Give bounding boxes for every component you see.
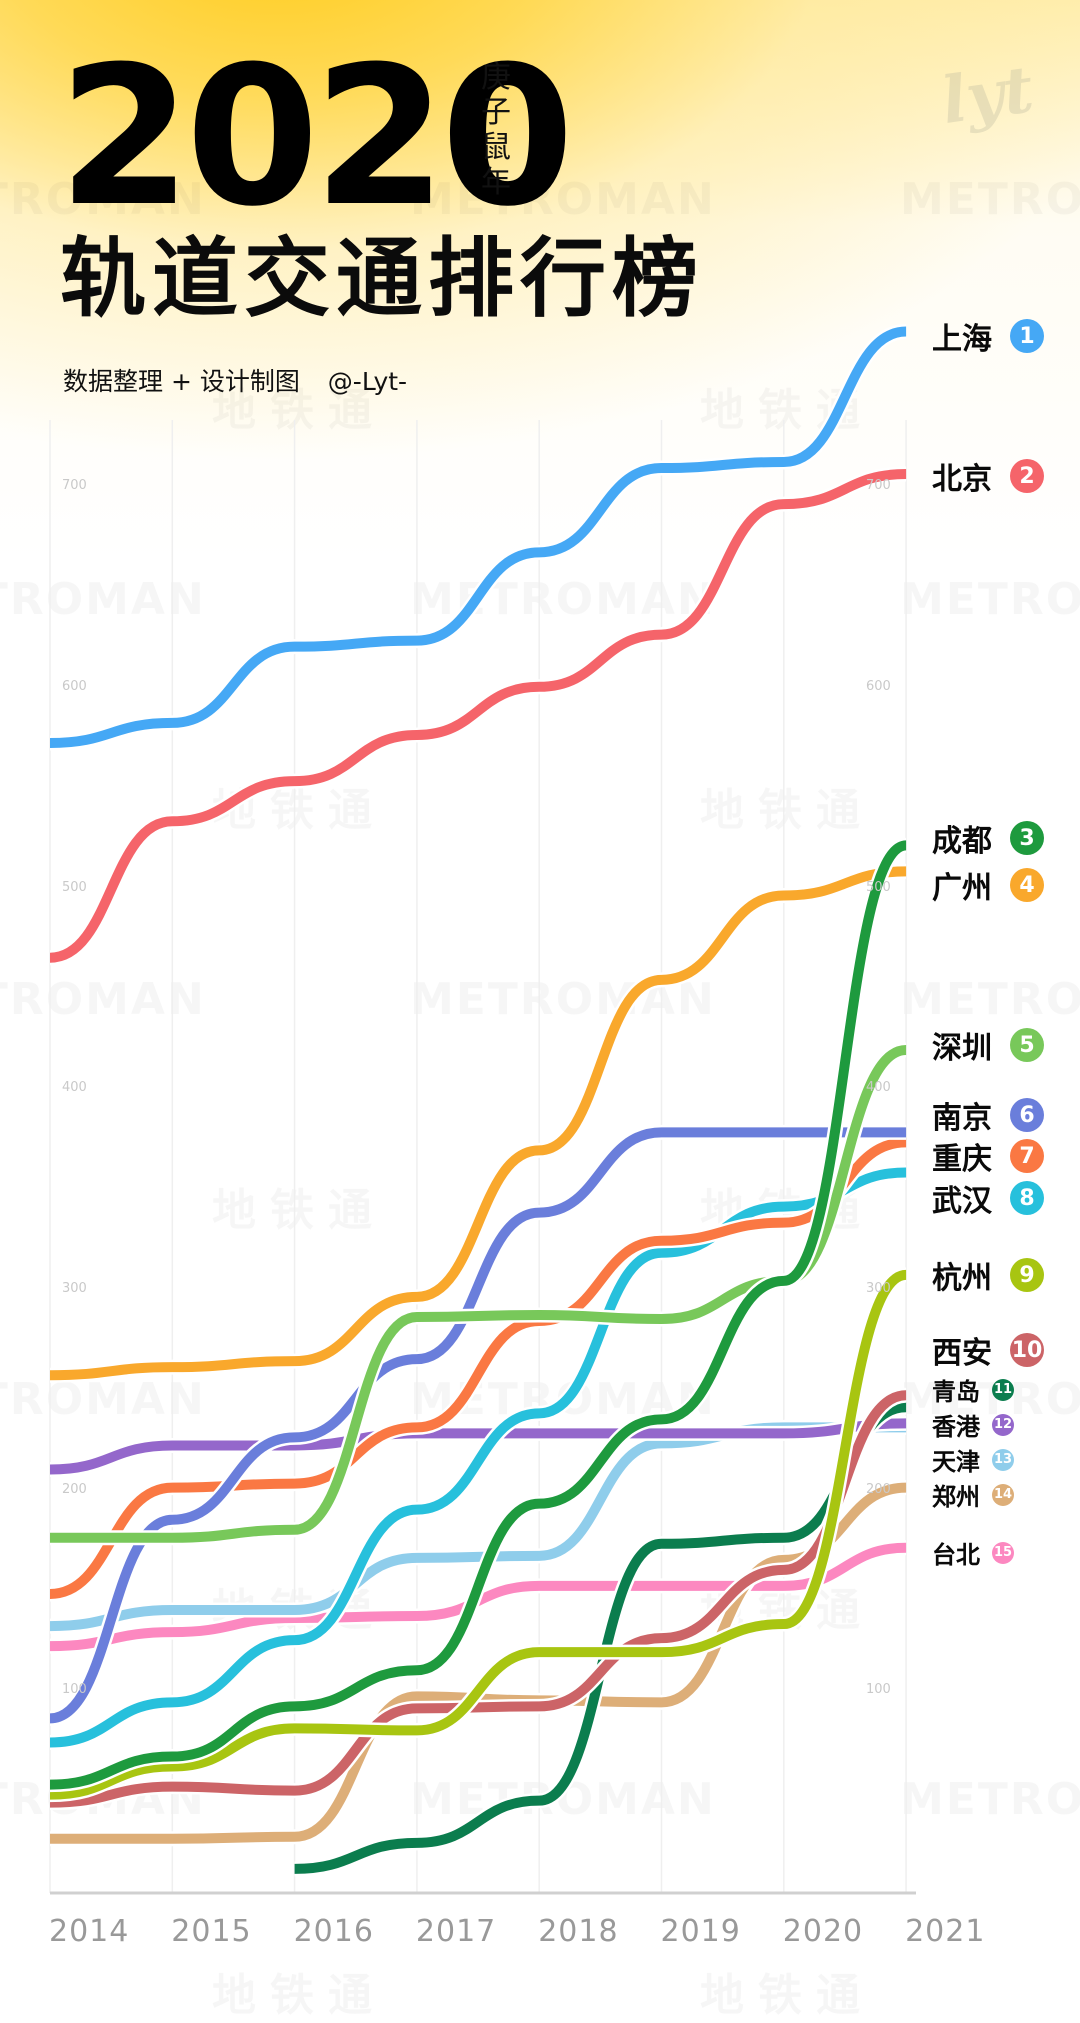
x-tick-label: 2016 [293, 1914, 374, 1949]
city-legend-item: 北京 2 [932, 454, 1044, 498]
series-line-10 [49, 1390, 907, 1808]
city-name: 上海 [932, 322, 992, 357]
y-tick-label: 300 [866, 1280, 891, 1296]
series-line-1 [49, 326, 907, 748]
rank-badge: 3 [1010, 821, 1044, 855]
city-legend-item: 香港 12 [932, 1407, 1014, 1442]
series-line-12 [49, 1418, 907, 1475]
series-line-7 [49, 1137, 907, 1599]
y-tick-label: 700 [866, 478, 891, 494]
city-legend-item: 青岛 11 [932, 1372, 1014, 1407]
city-legend-item: 西安 10 [932, 1328, 1044, 1372]
x-tick-label: 2021 [905, 1914, 986, 1949]
year-heading: 2020 [58, 26, 574, 249]
series-line-15 [49, 1542, 907, 1652]
rank-badge: 14 [992, 1483, 1014, 1506]
y-tick-label: 200 [62, 1481, 87, 1497]
series-line-11 [294, 1402, 907, 1874]
city-legend-item: 成都 3 [932, 816, 1044, 860]
rank-badge: 1 [1010, 319, 1044, 353]
series-line-8 [49, 1167, 907, 1748]
y-tick-label: 600 [866, 678, 891, 694]
rank-badge: 8 [1010, 1181, 1044, 1215]
rank-badge: 10 [1010, 1333, 1044, 1367]
x-tick-label: 2020 [782, 1914, 864, 1949]
series-outline [294, 1399, 907, 1877]
x-tick-label: 2015 [171, 1914, 252, 1949]
series-line-3 [49, 840, 908, 1790]
rank-badge: 5 [1010, 1028, 1044, 1062]
city-name: 广州 [932, 871, 992, 906]
x-tick-label: 2019 [660, 1914, 741, 1949]
city-name: 台北 [932, 1541, 980, 1569]
x-tick-label: 2018 [538, 1914, 619, 1949]
series-line-4 [49, 866, 907, 1381]
y-tick-label: 400 [866, 1080, 891, 1096]
series-line-9 [49, 1269, 908, 1800]
zodiac-char: 庚 [481, 60, 511, 95]
city-legend-item: 上海 1 [932, 314, 1044, 358]
rank-badge: 11 [992, 1378, 1014, 1401]
city-name: 香港 [932, 1413, 980, 1441]
rank-badge: 7 [1010, 1139, 1044, 1173]
city-name: 青岛 [932, 1378, 980, 1406]
rank-badge: 2 [1010, 459, 1044, 493]
city-name: 天津 [932, 1448, 980, 1476]
author-handle: @-Lyt- [327, 367, 408, 396]
city-name: 郑州 [932, 1483, 980, 1511]
y-tick-label: 300 [62, 1280, 87, 1296]
y-tick-label: 100 [62, 1682, 87, 1698]
zodiac-char: 年 [481, 165, 511, 200]
series-outline [49, 324, 907, 751]
city-name: 西安 [932, 1336, 992, 1371]
city-name: 南京 [932, 1101, 992, 1136]
city-legend-item: 天津 13 [932, 1442, 1014, 1477]
city-legend-item: 深圳 5 [932, 1023, 1044, 1067]
x-tick-label: 2014 [49, 1914, 130, 1949]
y-tick-label: 400 [62, 1080, 87, 1096]
series-line-2 [49, 469, 907, 963]
city-legend-item: 郑州 14 [932, 1477, 1014, 1512]
city-name: 成都 [932, 824, 992, 859]
city-legend-item: 南京 6 [932, 1093, 1044, 1137]
zodiac-char: 子 [481, 95, 511, 130]
rank-badge: 4 [1010, 868, 1044, 902]
rank-badge: 9 [1010, 1258, 1044, 1292]
city-name: 重庆 [932, 1142, 992, 1177]
rank-badge: 6 [1010, 1098, 1044, 1132]
x-tick-label: 2017 [415, 1914, 497, 1949]
series-line-6 [49, 1127, 907, 1724]
credit-line: 数据整理 + 设计制图 @-Lyt- [63, 362, 407, 398]
city-name: 北京 [932, 462, 992, 497]
rank-badge: 15 [992, 1541, 1014, 1564]
rank-badge: 13 [992, 1448, 1014, 1471]
rank-badge: 12 [992, 1413, 1014, 1436]
zodiac-year-vertical: 庚 子 鼠 年 [478, 60, 514, 200]
y-tick-label: 700 [62, 478, 87, 494]
city-legend-item: 广州 4 [932, 863, 1044, 907]
credit-text: 数据整理 + 设计制图 [63, 367, 300, 396]
page-title: 轨道交通排行榜 [60, 229, 704, 329]
y-tick-label: 500 [62, 879, 87, 895]
city-legend-item: 杭州 9 [932, 1253, 1044, 1297]
y-tick-label: 500 [866, 879, 891, 895]
city-name: 武汉 [932, 1184, 992, 1219]
city-legend-item: 武汉 8 [932, 1176, 1044, 1220]
y-tick-label: 100 [866, 1682, 891, 1698]
y-tick-label: 200 [866, 1481, 891, 1497]
zodiac-char: 鼠 [481, 130, 511, 165]
city-name: 深圳 [932, 1031, 992, 1066]
series-line-14 [49, 1482, 907, 1844]
y-tick-label: 600 [62, 678, 87, 694]
city-legend-item: 重庆 7 [932, 1134, 1044, 1178]
city-legend-item: 台北 15 [932, 1535, 1014, 1570]
city-name: 杭州 [932, 1261, 992, 1296]
